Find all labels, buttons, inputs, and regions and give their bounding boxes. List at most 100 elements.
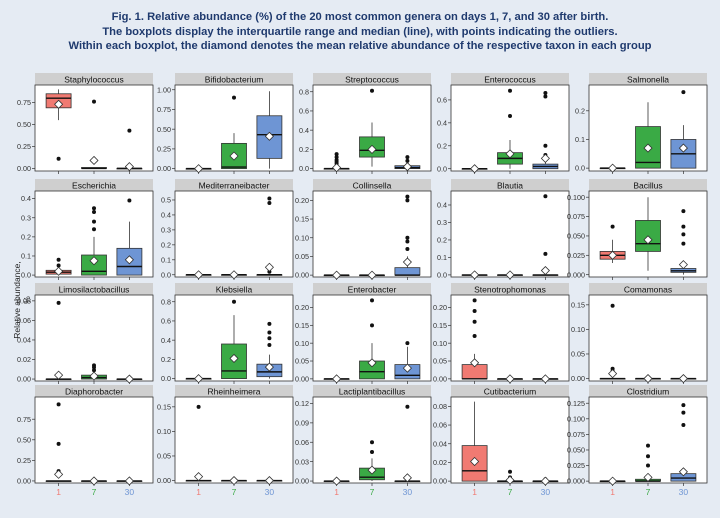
outlier-point [56, 257, 61, 262]
panel-strip [175, 385, 293, 397]
y-tick-label: 0.06 [17, 316, 31, 325]
panel-plot-area [312, 190, 432, 278]
y-tick-label: 0.50 [157, 125, 171, 134]
outlier-point [681, 403, 686, 408]
y-tick-label: 0.4 [437, 201, 447, 210]
y-tick-label: 0.15 [295, 321, 309, 330]
mean-diamond [643, 143, 653, 153]
y-tick-label: 0.8 [299, 87, 309, 96]
mean-diamond [89, 371, 99, 381]
panel-strip [451, 283, 569, 295]
panel-strip [313, 385, 431, 397]
y-tick-label: 0.2 [437, 236, 447, 245]
y-tick-label: 0.20 [295, 196, 309, 205]
outlier-point [127, 198, 132, 203]
outlier-point [681, 232, 686, 237]
outlier-point [56, 156, 61, 161]
mean-diamond [470, 358, 480, 368]
y-tick-label: 0.04 [433, 439, 447, 448]
panel-strip [313, 283, 431, 295]
y-tick-label: 0.0 [437, 271, 447, 280]
mean-diamond [264, 262, 274, 272]
panel-title: Salmonella [627, 75, 669, 85]
mean-diamond [194, 374, 204, 384]
panel-plot-area [174, 190, 294, 278]
mean-diamond [540, 476, 550, 486]
outlier-point [543, 194, 548, 199]
x-group-label: 30 [125, 487, 135, 497]
y-tick-label: 0.00 [157, 476, 171, 485]
y-tick-label: 0.05 [157, 452, 171, 461]
outlier-point [56, 300, 61, 305]
y-tick-label: 0.1 [437, 253, 447, 262]
x-group-label: 30 [679, 487, 689, 497]
outlier-point [543, 143, 548, 148]
y-tick-label: 0.0 [575, 164, 585, 173]
outlier-point [472, 298, 477, 303]
outlier-point [472, 309, 477, 314]
outlier-point [681, 224, 686, 229]
y-tick-label: 0.00 [295, 477, 309, 486]
y-tick-label: 0.00 [17, 477, 31, 486]
outlier-point [92, 227, 96, 232]
y-tick-label: 0.4 [437, 118, 447, 127]
y-tick-label: 0.02 [433, 458, 447, 467]
mean-diamond [505, 270, 515, 280]
panel-title: Rheinheimera [208, 387, 261, 397]
mean-diamond [124, 374, 134, 384]
y-tick-label: 0.4 [161, 336, 171, 345]
y-tick-label: 0.2 [161, 355, 171, 364]
mean-diamond [367, 465, 377, 475]
outlier-point [56, 402, 61, 407]
mean-diamond [643, 235, 653, 245]
panel-title: Mediterraneibacter [199, 181, 270, 191]
panel-title: Diaphorobacter [65, 387, 123, 397]
y-tick-label: 0.075 [567, 430, 585, 439]
y-tick-label: 0.6 [437, 96, 447, 105]
panel-plot-area [34, 294, 154, 382]
y-tick-label: 0.08 [433, 402, 447, 411]
y-tick-label: 0.5 [161, 196, 171, 205]
outlier-point [267, 200, 272, 205]
outlier-point [196, 404, 201, 409]
y-tick-label: 0.08 [17, 296, 31, 305]
mean-diamond [402, 257, 412, 267]
mean-diamond [470, 270, 480, 280]
panel-plot-area [588, 396, 708, 484]
y-tick-label: 0.20 [295, 303, 309, 312]
panel-strip [589, 385, 707, 397]
panel-strip [313, 73, 431, 85]
y-tick-label: 0.000 [567, 477, 585, 486]
mean-diamond [124, 255, 134, 265]
y-tick-label: 0.00 [571, 374, 585, 383]
x-group-label: 1 [56, 487, 61, 497]
mean-diamond [229, 475, 239, 486]
outlier-point [681, 209, 686, 214]
y-tick-label: 0.0 [21, 271, 31, 280]
mean-diamond [402, 473, 412, 483]
outlier-point [267, 330, 272, 335]
outlier-point [543, 251, 548, 256]
outlier-point [405, 235, 410, 240]
panel-title: Lactiplantibacillus [339, 387, 406, 397]
panel-strip [35, 179, 153, 191]
panel-strip [175, 179, 293, 191]
mean-diamond [367, 358, 377, 368]
y-tick-label: 0.02 [17, 355, 31, 364]
outlier-point [127, 128, 132, 133]
y-tick-label: 0.15 [157, 402, 171, 411]
outlier-point [267, 196, 272, 201]
y-tick-label: 0.1 [161, 255, 171, 264]
y-tick-label: 0.2 [437, 141, 447, 150]
y-tick-label: 0.4 [161, 211, 171, 220]
panel-strip [35, 385, 153, 397]
mean-diamond [470, 164, 480, 174]
y-tick-label: 0.00 [433, 374, 447, 383]
panel-title: Clostridium [627, 387, 670, 397]
outlier-point [334, 155, 339, 160]
outlier-point [405, 239, 410, 244]
y-tick-label: 0.25 [17, 142, 31, 151]
y-tick-label: 0.2 [299, 145, 309, 154]
y-tick-label: 0.00 [17, 375, 31, 384]
panel-title: Limosilactobacillus [59, 285, 130, 295]
